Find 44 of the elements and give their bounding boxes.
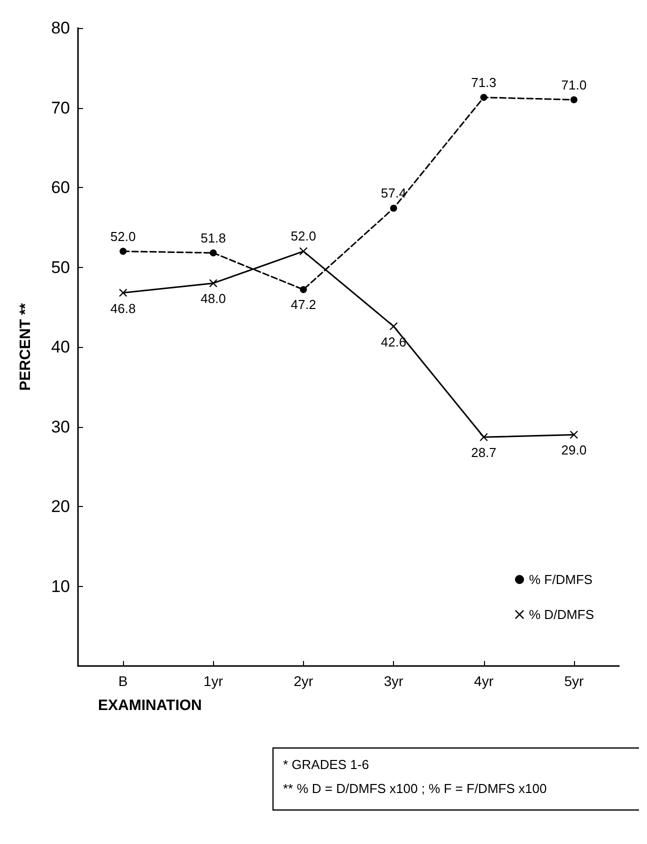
point [480, 433, 488, 442]
point [120, 248, 127, 255]
point [480, 94, 488, 101]
x-tick-label: 4yr [474, 673, 494, 689]
point [300, 286, 307, 294]
data-label: 71.0 [561, 77, 587, 92]
y-tick-label: 80 [51, 18, 70, 38]
data-label: 28.7 [471, 445, 496, 460]
point [210, 249, 217, 256]
y-tick-label: 50 [51, 258, 70, 277]
point [299, 247, 308, 256]
x-tick-label: 3yr [384, 673, 404, 689]
data-label: 52.0 [110, 228, 136, 244]
legend-label: % D/DMFS [529, 607, 594, 622]
point [119, 288, 128, 297]
data-label: 42.6 [380, 334, 406, 350]
legend-label: % F/DMFS [529, 572, 593, 587]
x-tick-label: 1yr [204, 673, 224, 689]
point [209, 279, 218, 288]
data-label: 48.0 [200, 291, 226, 306]
data-label: 71.3 [471, 74, 496, 90]
y-axis-title: PERCENT ** [17, 303, 34, 391]
x-tick-label: B [118, 673, 128, 689]
data-label: 52.0 [290, 228, 316, 244]
point [390, 204, 398, 212]
text: * GRADES 1-6 [283, 757, 369, 772]
y-tick-label: 70 [51, 98, 70, 118]
text: ** % D = D/DMFS x100 ; % F = F/DMFS x100 [283, 781, 547, 796]
data-label: 57.4 [380, 186, 406, 201]
data-label: 29.0 [561, 442, 587, 458]
y-tick-label: 20 [51, 497, 70, 516]
y-tick-label: 60 [51, 178, 70, 197]
point [570, 96, 578, 104]
point [390, 322, 398, 330]
data-label: 51.8 [200, 230, 226, 246]
point [570, 430, 578, 439]
y-tick-label: 30 [51, 417, 70, 436]
data-label: 46.8 [110, 300, 136, 316]
x-axis-title: EXAMINATION [98, 697, 202, 714]
x-tick-label: 5yr [564, 673, 584, 689]
x-tick-label: 2yr [294, 673, 314, 689]
y-tick-label: 10 [51, 576, 70, 596]
data-label: 47.2 [290, 297, 316, 312]
y-tick-label: 40 [51, 338, 70, 356]
